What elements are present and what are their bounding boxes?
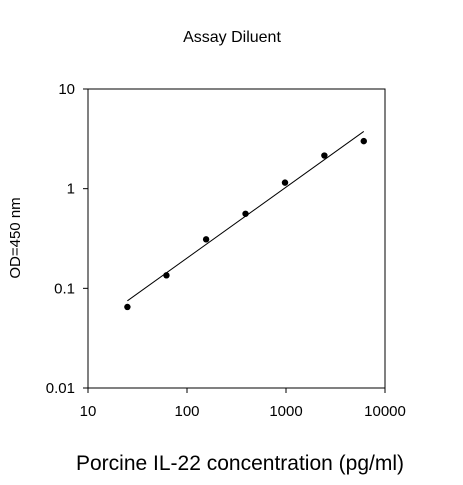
y-tick-label: 0.1: [54, 280, 75, 297]
y-axis-label: OD=450 nm: [7, 197, 24, 278]
plot-area-frame: [87, 88, 386, 389]
data-point: [360, 137, 367, 145]
x-tick-label: 10000: [364, 403, 406, 420]
data-point: [163, 272, 170, 279]
data-point: [202, 236, 210, 243]
data-point: [124, 303, 131, 311]
y-tick-label: 1: [67, 181, 75, 198]
y-axis: 0.01 0.1 1 10: [46, 81, 88, 397]
x-axis: 10 100 1000 10000: [80, 388, 406, 420]
y-tick-label: 0.01: [46, 380, 75, 397]
x-axis-label: Porcine IL-22 concentration (pg/ml): [76, 452, 404, 475]
data-point: [242, 210, 249, 217]
chart-title: Assay Diluent: [183, 29, 281, 46]
data-point: [281, 179, 289, 186]
y-tick-label: 10: [58, 81, 75, 98]
x-tick-label: 1000: [269, 403, 302, 420]
x-tick-label: 10: [80, 403, 97, 420]
x-tick-label: 100: [174, 403, 199, 420]
data-point: [321, 152, 328, 159]
data-points: [124, 137, 367, 311]
